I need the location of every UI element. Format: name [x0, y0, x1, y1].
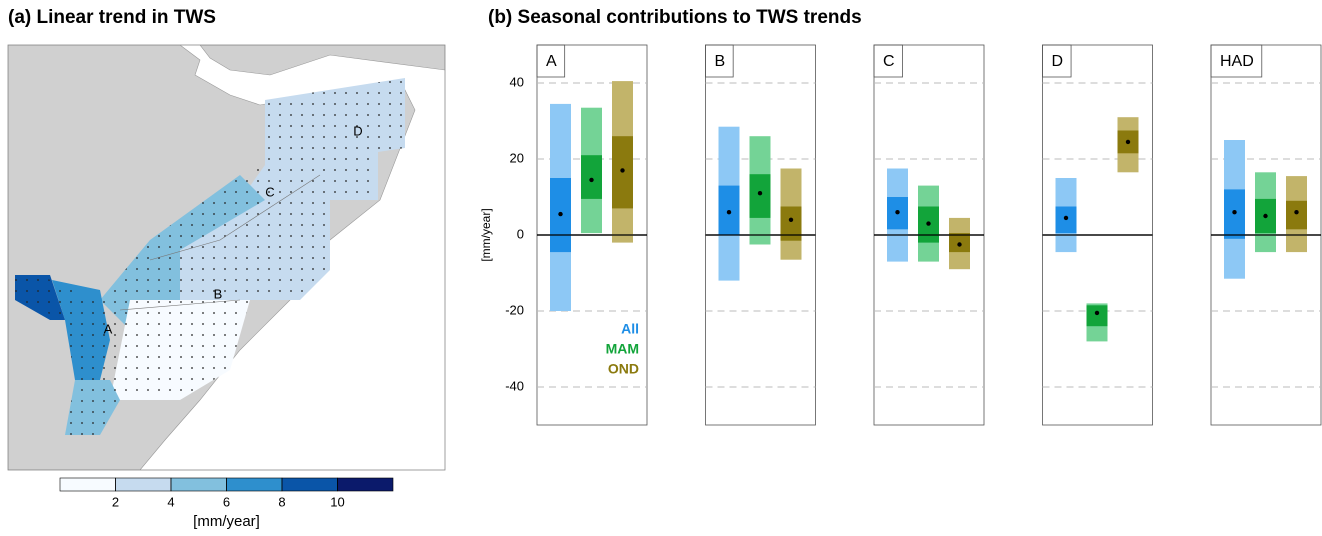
panel-label: C: [883, 53, 895, 70]
legend-entry: All: [621, 321, 639, 337]
y-tick-label: -20: [505, 302, 524, 317]
median-dot: [757, 191, 763, 196]
y-tick-label: 40: [510, 74, 524, 89]
median-dot: [1094, 310, 1100, 316]
colorbar-bin: [170, 477, 227, 492]
colorbar-tick-label: 2: [112, 494, 119, 509]
colorbar-label: [mm/year]: [193, 513, 260, 530]
median-dot: [620, 168, 625, 173]
median-dot: [895, 210, 900, 215]
colorbar-tick-label: 10: [330, 494, 344, 509]
map-frame: [7, 44, 446, 471]
colorbar-bin: [226, 477, 283, 492]
region-label: A: [104, 321, 113, 336]
panel-label-box: [1042, 44, 1072, 78]
median-dot: [926, 221, 931, 226]
median-dot: [957, 242, 962, 247]
y-tick-label: -40: [505, 378, 524, 393]
significance-dots: [15, 78, 405, 435]
median-dot: [1263, 213, 1268, 219]
colorbar-tick-label: 8: [278, 494, 285, 509]
inner-range: [1286, 200, 1307, 230]
median-dot: [788, 217, 794, 222]
panel-label-box: [873, 44, 903, 78]
median-dot: [589, 177, 594, 183]
panel-label-box: [1210, 44, 1263, 78]
panel-label: HAD: [1220, 53, 1254, 70]
y-tick-label: 20: [510, 150, 524, 165]
median-dot: [1125, 139, 1131, 145]
median-dot: [1232, 210, 1237, 215]
inner-range: [581, 155, 602, 199]
panel-label: A: [546, 53, 557, 70]
y-axis-label: [mm/year]: [479, 208, 493, 261]
median-dot: [726, 210, 732, 215]
colorbar-tick-label: 6: [223, 494, 230, 509]
panel-label-box: [536, 44, 566, 78]
median-dot: [558, 211, 563, 217]
panel-label: D: [1052, 53, 1064, 70]
legend-entry: MAM: [606, 341, 639, 357]
region-label: D: [353, 123, 362, 138]
chart-title: (b) Seasonal contributions to TWS trends: [488, 7, 862, 28]
map-title: (a) Linear trend in TWS: [8, 7, 216, 28]
colorbar-bin: [281, 477, 338, 492]
inner-range: [749, 174, 771, 218]
panel-label: B: [715, 53, 726, 70]
colorbar-bin: [337, 477, 394, 492]
land: [199, 45, 445, 76]
median-dot: [1294, 210, 1299, 215]
region-label: B: [214, 286, 223, 301]
region-label: C: [265, 184, 274, 199]
panel-label-box: [705, 44, 734, 78]
colorbar-bin: [59, 477, 116, 492]
inner-range: [780, 206, 802, 241]
colorbar-tick-label: 4: [167, 494, 174, 509]
median-dot: [1063, 215, 1069, 221]
y-tick-label: 0: [517, 226, 524, 241]
map: [8, 45, 445, 470]
legend-entry: OND: [608, 361, 639, 377]
border: [119, 174, 321, 311]
inner-range: [1086, 305, 1108, 327]
colorbar-bin: [115, 477, 172, 492]
